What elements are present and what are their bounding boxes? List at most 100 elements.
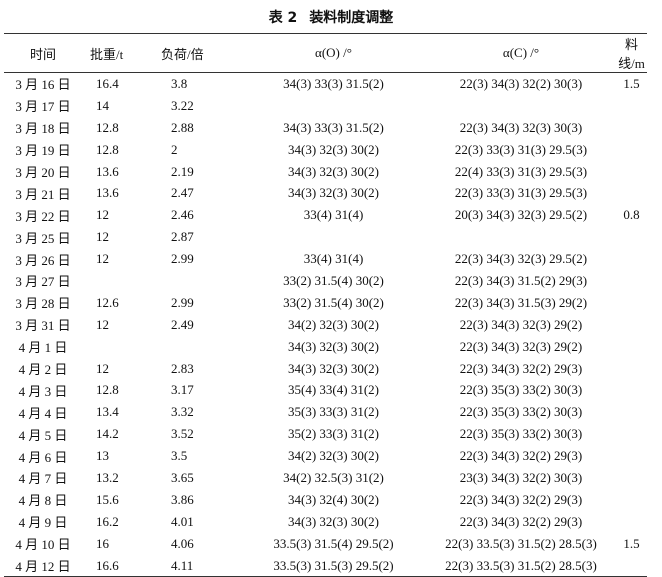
cell-alpha-c: 22(4) 33(3) 31(3) 29.5(3)	[454, 163, 588, 179]
header-alpha-o: α(O) /°	[315, 45, 352, 60]
table-row: 4 月 5 日 14.2 3.52 35(2) 33(3) 31(2) 22(3) 35…	[4, 423, 647, 445]
header-batch-weight: 批重/t	[90, 46, 124, 62]
cell-load: 3.8	[171, 75, 188, 91]
table-caption: 表 2 装料制度调整	[0, 7, 662, 27]
cell-time: 3 月 26 日	[15, 252, 71, 268]
cell-alpha-o: 33(2) 31.5(4) 30(2)	[283, 294, 384, 310]
cell-alpha-c: 22(3) 34(3) 32(3) 30(3)	[459, 119, 583, 135]
cell-time: 3 月 31 日	[15, 318, 71, 334]
cell-stockline: 0.8	[623, 207, 640, 223]
header-row: 时间 批重/t 负荷/倍 α(O) /° α(C) /° 料线/m	[4, 34, 647, 73]
cell-time: 4 月 2 日	[18, 362, 68, 378]
cell-load: 2.47	[171, 185, 194, 201]
cell-alpha-o: 35(3) 33(3) 31(2)	[288, 404, 379, 420]
cell-time: 4 月 6 日	[18, 449, 68, 465]
cell-load: 2.46	[171, 207, 194, 223]
cell-alpha-c: 22(3) 35(3) 33(2) 30(3)	[459, 382, 583, 398]
cell-alpha-o: 34(3) 32(3) 30(2)	[288, 141, 379, 157]
table-row: 3 月 27 日 33(2) 31.5(4) 30(2) 22(3) 34(3) 3…	[4, 270, 647, 292]
cell-load	[159, 270, 241, 292]
cell-batch-weight: 12	[96, 251, 109, 267]
cell-load: 3.5	[171, 448, 188, 464]
cell-time: 4 月 8 日	[18, 493, 68, 509]
cell-batch-weight: 13.4	[96, 404, 119, 420]
cell-batch-weight: 16.4	[96, 75, 119, 91]
cell-alpha-o: 35(2) 33(3) 31(2)	[288, 426, 379, 442]
cell-alpha-o: 33(2) 31.5(4) 30(2)	[283, 272, 384, 288]
cell-alpha-o	[241, 95, 426, 117]
cell-alpha-c: 22(3) 35(3) 33(2) 30(3)	[459, 404, 583, 420]
cell-load: 2	[171, 141, 178, 157]
table-number: 表 2	[268, 10, 298, 26]
cell-time: 4 月 7 日	[18, 471, 68, 487]
cell-batch-weight: 16.6	[96, 557, 119, 573]
cell-stockline	[616, 555, 647, 577]
cell-load: 2.19	[171, 163, 194, 179]
cell-stockline	[616, 248, 647, 270]
table-row: 4 月 1 日 34(3) 32(3) 30(2) 22(3) 34(3) 32(3…	[4, 336, 647, 358]
header-stockline: 料线/m	[618, 37, 645, 71]
table-row: 3 月 22 日 12 2.46 33(4) 31(4) 20(3) 34(3) 32(…	[4, 204, 647, 226]
cell-alpha-c: 20(3) 34(3) 32(3) 29.5(2)	[454, 207, 588, 223]
cell-time: 4 月 5 日	[18, 427, 68, 443]
table-title: 装料制度调整	[309, 10, 394, 26]
cell-stockline: 1.5	[623, 75, 640, 91]
cell-load: 2.99	[171, 251, 194, 267]
cell-time: 3 月 19 日	[15, 143, 71, 159]
cell-batch-weight: 12.8	[96, 119, 119, 135]
cell-alpha-o: 34(2) 32(3) 30(2)	[288, 448, 379, 464]
cell-batch-weight: 12.6	[96, 294, 119, 310]
cell-alpha-o: 33.5(3) 31.5(4) 29.5(2)	[273, 535, 394, 551]
cell-alpha-o: 33(4) 31(4)	[303, 251, 364, 267]
table-row: 3 月 21 日 13.6 2.47 34(3) 32(3) 30(2) 22(3) 3…	[4, 182, 647, 204]
cell-load: 2.49	[171, 316, 194, 332]
cell-alpha-c: 22(3) 33.5(3) 31.5(2) 28.5(3)	[445, 535, 597, 551]
cell-time: 3 月 18 日	[15, 121, 71, 137]
cell-batch-weight: 15.6	[96, 491, 119, 507]
cell-alpha-o: 33(4) 31(4)	[303, 207, 364, 223]
cell-load: 4.11	[171, 557, 194, 573]
cell-batch-weight: 13.6	[96, 185, 119, 201]
cell-alpha-c: 23(3) 34(3) 32(2) 30(3)	[459, 469, 583, 485]
cell-load: 2.88	[171, 119, 194, 135]
cell-alpha-o: 34(2) 32.5(3) 31(2)	[283, 469, 384, 485]
cell-alpha-c: 22(3) 34(3) 32(2) 29(3)	[459, 448, 583, 464]
table-row: 3 月 25 日 12 2.87	[4, 226, 647, 248]
cell-alpha-o: 33.5(3) 31.5(3) 29.5(2)	[273, 557, 394, 573]
cell-alpha-o: 34(3) 32(4) 30(2)	[288, 491, 379, 507]
cell-alpha-c: 22(3) 33.5(3) 31.5(2) 28.5(3)	[445, 557, 597, 573]
cell-load: 2.99	[171, 294, 194, 310]
cell-stockline	[616, 336, 647, 358]
cell-alpha-c: 22(3) 33(3) 31(3) 29.5(3)	[454, 185, 588, 201]
cell-stockline	[616, 95, 647, 117]
cell-stockline	[616, 358, 647, 380]
cell-alpha-c: 22(3) 34(3) 32(3) 29(2)	[459, 316, 583, 332]
cell-alpha-o: 34(3) 33(3) 31.5(2)	[283, 119, 384, 135]
table-row: 4 月 10 日 16 4.06 33.5(3) 31.5(4) 29.5(2) 22(…	[4, 533, 647, 555]
cell-alpha-o	[241, 226, 426, 248]
cell-alpha-o: 34(3) 33(3) 31.5(2)	[283, 75, 384, 91]
cell-load: 3.65	[171, 469, 194, 485]
cell-time: 3 月 20 日	[15, 165, 71, 180]
cell-stockline	[616, 117, 647, 139]
cell-load: 3.22	[171, 97, 194, 113]
cell-load: 3.17	[171, 382, 194, 398]
cell-batch-weight: 14	[96, 97, 109, 113]
cell-alpha-c	[426, 95, 616, 117]
cell-alpha-o: 34(3) 32(3) 30(2)	[288, 513, 379, 529]
table-row: 4 月 4 日 13.4 3.32 35(3) 33(3) 31(2) 22(3) 35…	[4, 401, 647, 423]
cell-stockline	[616, 139, 647, 161]
cell-alpha-o: 34(3) 32(3) 30(2)	[288, 163, 379, 179]
cell-batch-weight: 12	[96, 207, 109, 223]
table-row: 4 月 7 日 13.2 3.65 34(2) 32.5(3) 31(2) 23(3) …	[4, 467, 647, 489]
cell-stockline	[616, 292, 647, 314]
cell-stockline	[616, 511, 647, 533]
cell-alpha-c: 22(3) 34(3) 32(2) 29(3)	[459, 513, 583, 529]
cell-time: 4 月 3 日	[18, 383, 68, 399]
cell-alpha-c: 22(3) 34(3) 32(3) 29(2)	[459, 338, 583, 354]
cell-batch-weight	[82, 336, 159, 358]
cell-load: 4.01	[171, 513, 194, 529]
cell-batch-weight: 13.2	[96, 469, 119, 485]
table-row: 3 月 19 日 12.8 2 34(3) 32(3) 30(2) 22(3) 33(3…	[4, 139, 647, 161]
cell-stockline	[616, 270, 647, 292]
